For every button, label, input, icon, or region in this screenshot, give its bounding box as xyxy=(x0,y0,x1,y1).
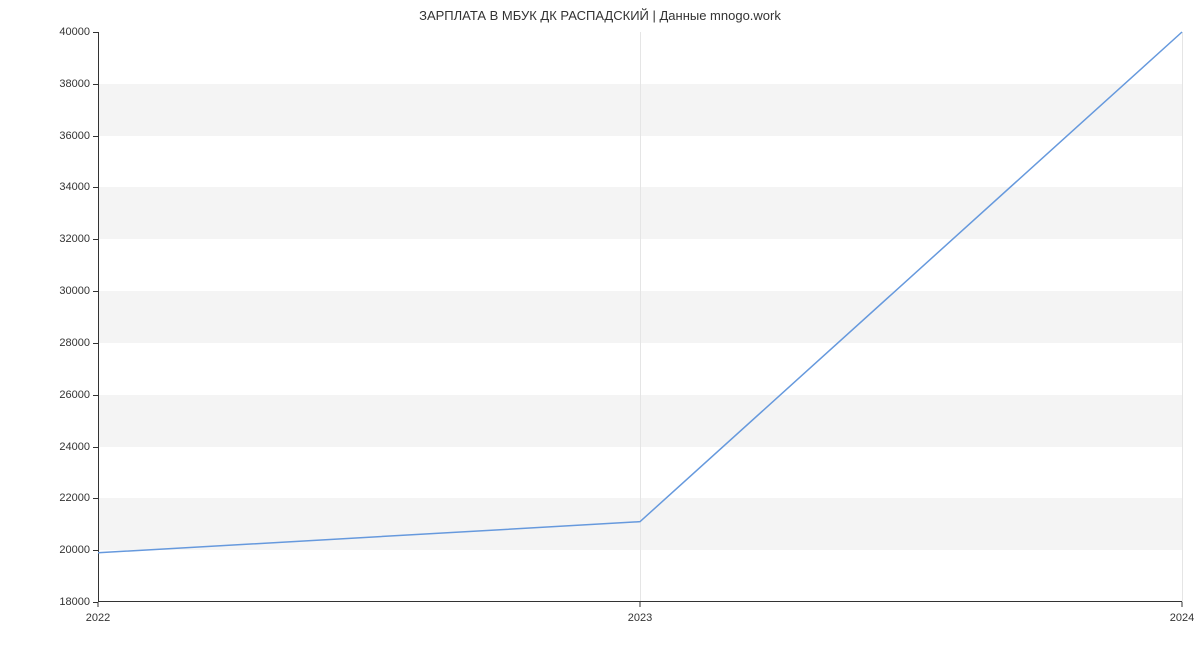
y-tick-mark xyxy=(93,84,98,85)
y-tick-mark xyxy=(93,395,98,396)
line-layer xyxy=(98,32,1182,602)
y-tick-mark xyxy=(93,239,98,240)
y-tick-mark xyxy=(93,32,98,33)
x-tick-label: 2023 xyxy=(628,602,652,624)
chart-title: ЗАРПЛАТА В МБУК ДК РАСПАДСКИЙ | Данные m… xyxy=(0,8,1200,23)
y-tick-mark xyxy=(93,550,98,551)
y-tick-mark xyxy=(93,291,98,292)
series-salary xyxy=(98,32,1182,553)
x-gridline xyxy=(1182,32,1183,602)
y-tick-mark xyxy=(93,343,98,344)
y-tick-mark xyxy=(93,136,98,137)
y-tick-mark xyxy=(93,447,98,448)
y-tick-mark xyxy=(93,498,98,499)
x-tick-label: 2024 xyxy=(1170,602,1194,624)
plot-area: 1800020000220002400026000280003000032000… xyxy=(98,32,1182,602)
x-tick-label: 2022 xyxy=(86,602,110,624)
y-tick-mark xyxy=(93,187,98,188)
